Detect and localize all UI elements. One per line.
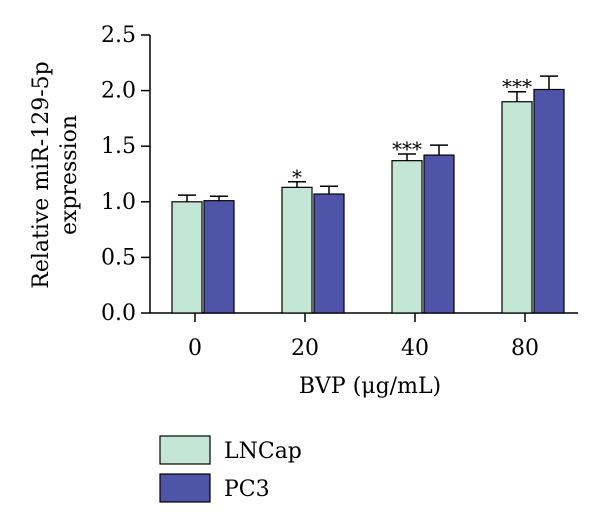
- x-tick-label: 0: [188, 336, 202, 361]
- significance-label: ***: [502, 75, 532, 99]
- y-tick-label: 0.0: [101, 301, 136, 326]
- significance-label: ***: [392, 137, 422, 161]
- legend-label: LNCap: [224, 439, 302, 464]
- x-tick-label: 20: [291, 336, 319, 361]
- bar: [501, 101, 533, 314]
- x-axis-title: BVP (μg/mL): [299, 374, 441, 399]
- legend: LNCap PC3: [159, 435, 302, 503]
- bar: [391, 160, 423, 314]
- legend-label: PC3: [224, 477, 270, 502]
- y-tick-label: 2.5: [101, 23, 136, 48]
- plot-area: 0.0 0.5 1.0 1.5 2.0 2.5 0 20 * 40 *** 80 ***: [101, 23, 578, 361]
- y-tick-label: 2.0: [101, 79, 136, 104]
- bar: [423, 154, 455, 314]
- x-tick-label: 80: [511, 336, 539, 361]
- bar: [281, 186, 313, 314]
- bar: [313, 193, 345, 314]
- y-tick-label: 1.5: [101, 134, 136, 159]
- bar: [533, 88, 565, 314]
- y-tick-label: 0.5: [101, 245, 136, 270]
- bar: [171, 201, 203, 314]
- legend-swatch: [159, 473, 211, 503]
- legend-swatch: [159, 435, 211, 465]
- y-axis-title-line-1: Relative miR-129-5p: [29, 61, 54, 288]
- x-tick-label: 40: [401, 336, 429, 361]
- bar: [203, 200, 235, 314]
- y-axis-title-line-2: expression: [57, 115, 82, 235]
- y-tick-label: 1.0: [101, 190, 136, 215]
- significance-label: *: [292, 165, 302, 189]
